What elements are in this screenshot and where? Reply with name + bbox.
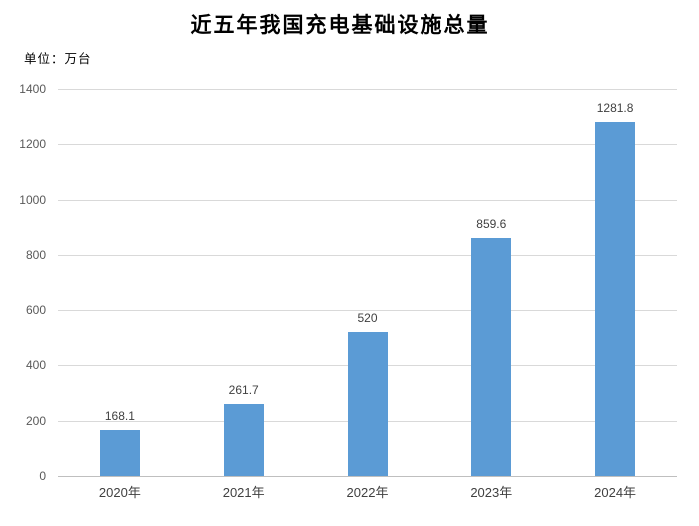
value-label: 859.6	[476, 217, 507, 232]
value-label: 1281.8	[596, 100, 634, 115]
y-gridline	[58, 144, 677, 146]
value-label: 261.7	[228, 382, 259, 397]
y-tick-label: 1000	[19, 192, 46, 207]
x-category-label: 2024年	[594, 485, 637, 500]
y-tick-label: 1200	[19, 137, 46, 152]
y-tick-label: 200	[25, 413, 46, 428]
x-category-label: 2021年	[222, 485, 265, 500]
chart-title: 近五年我国充电基础设施总量	[190, 13, 490, 37]
bar-2020年	[99, 429, 140, 476]
bar-2022年	[347, 332, 388, 476]
bar-2023年	[471, 238, 512, 476]
y-tick-label: 800	[25, 247, 46, 262]
value-label: 168.1	[104, 408, 135, 423]
y-gridline	[58, 89, 677, 90]
y-gridline	[58, 310, 677, 312]
y-tick-label: 0	[39, 469, 46, 483]
x-category-label: 2022年	[346, 485, 389, 500]
y-tick-label: 1400	[19, 82, 46, 96]
bar-2024年	[595, 121, 636, 476]
y-tick-label: 600	[25, 303, 46, 318]
unit-label: 单位：万台	[24, 52, 92, 66]
bar-2021年	[223, 403, 264, 476]
y-tick-label: 400	[25, 358, 46, 373]
y-gridline	[58, 199, 677, 201]
x-axis-line	[58, 476, 677, 477]
value-label: 520	[357, 311, 378, 326]
x-category-label: 2020年	[98, 485, 141, 500]
x-category-label: 2023年	[470, 485, 513, 500]
y-gridline	[58, 254, 677, 256]
